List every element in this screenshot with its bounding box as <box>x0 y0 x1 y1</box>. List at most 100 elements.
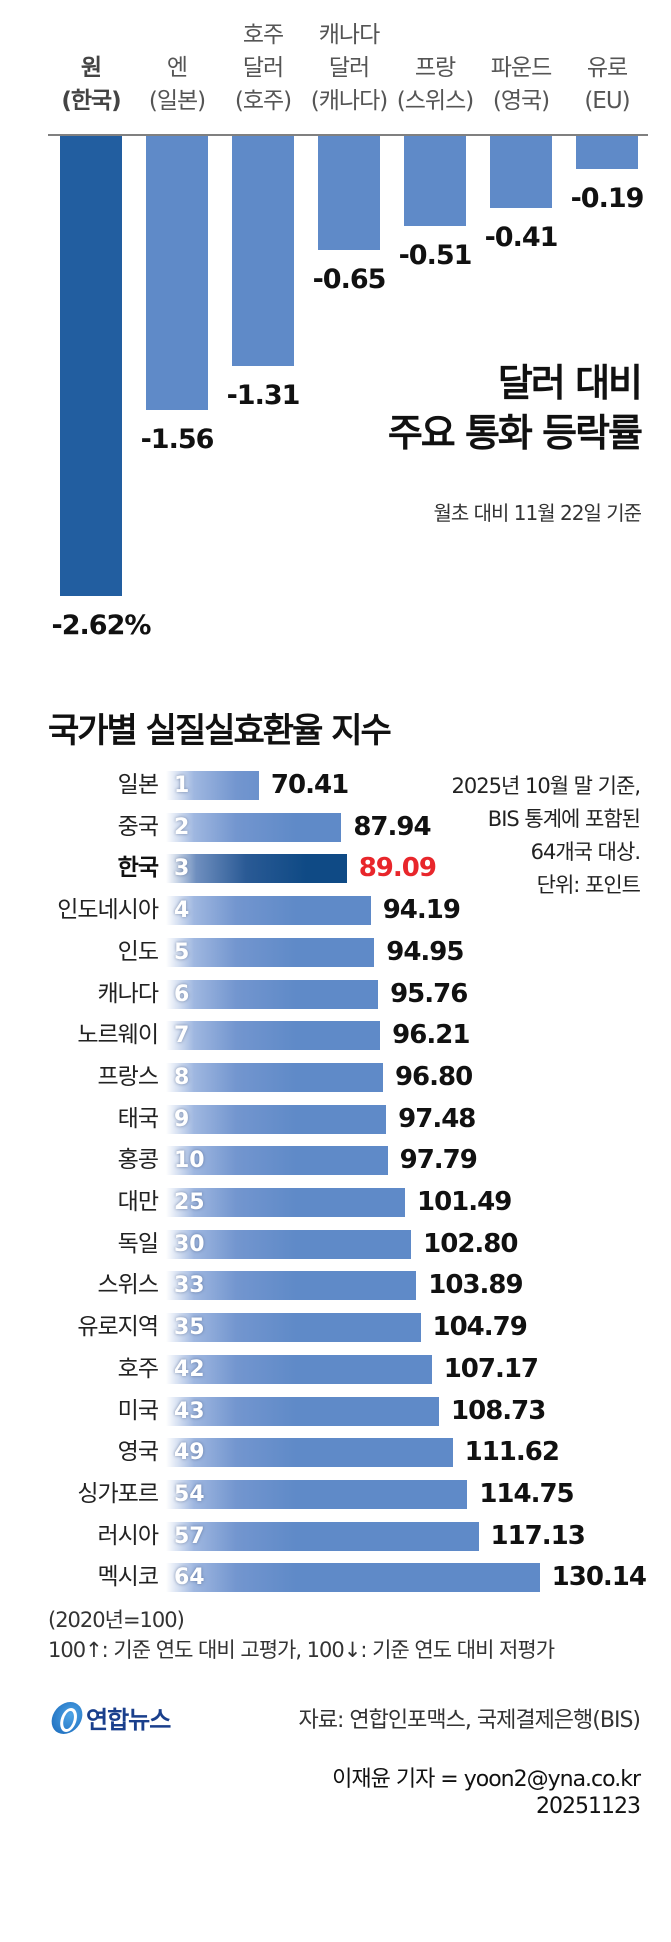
reer-value: 95.76 <box>390 978 468 1009</box>
yonhap-logo: 연합뉴스 <box>48 1700 171 1735</box>
country-name: 대만 <box>117 1189 159 1215</box>
rank-number: 2 <box>174 814 190 840</box>
country-name: 홍콩 <box>117 1147 159 1174</box>
publish-date: 20251123 <box>536 1794 641 1819</box>
reer-row: 인도네시아 4 94.19 <box>0 895 671 926</box>
currency-label: 원 (한국) <box>46 14 136 118</box>
note-line: 2025년 10월 말 기준, <box>451 774 641 798</box>
note-line: BIS 통계에 포함된 <box>487 807 641 831</box>
reer-value: 96.80 <box>394 1061 473 1092</box>
reer-row: 한국 3 89.09 <box>0 853 671 884</box>
rank-number: 10 <box>174 1148 205 1174</box>
reer-value: 97.48 <box>398 1103 476 1134</box>
reer-row: 중국 2 87.94 <box>0 812 671 842</box>
reer-row: 러시아 57 117.13 <box>0 1521 671 1551</box>
country-name: 싱가포르 <box>77 1480 159 1507</box>
reer-bar <box>166 896 371 926</box>
reer-bar <box>166 1229 412 1259</box>
currency-label-line: (한국) <box>61 88 121 114</box>
country-name: 호주 <box>117 1355 159 1382</box>
reer-value: 104.79 <box>432 1312 528 1343</box>
country-name: 인도 <box>117 938 159 965</box>
reer-row: 멕시코 64 130.14 <box>0 1562 671 1593</box>
reer-bar <box>166 1396 440 1426</box>
currency-label-line: (스위스) <box>396 88 474 114</box>
rank-number: 64 <box>174 1565 205 1591</box>
country-name: 스위스 <box>97 1272 159 1299</box>
currency-label-line: 달러 <box>328 55 370 81</box>
country-name: 중국 <box>117 813 159 840</box>
reer-row: 프랑스 8 96.80 <box>0 1062 671 1092</box>
reer-bar <box>166 1062 383 1092</box>
reer-bar <box>166 979 379 1009</box>
reer-row: 홍콩 10 97.79 <box>0 1145 671 1176</box>
country-name: 인도네시아 <box>57 897 159 924</box>
reer-value: 70.41 <box>270 770 349 800</box>
reer-bar <box>166 1438 453 1468</box>
reer-row: 스위스 33 103.89 <box>0 1270 671 1301</box>
currency-bar <box>146 136 208 410</box>
reer-row: 대만 25 101.49 <box>0 1187 671 1217</box>
chart-title: 국가별 실질실효환율 지수 <box>48 711 392 751</box>
reer-value: 94.19 <box>382 895 461 926</box>
currency-label: 프랑 (스위스) <box>390 14 480 118</box>
rank-number: 7 <box>174 1023 190 1049</box>
country-name: 노르웨이 <box>77 1022 159 1049</box>
reer-row: 호주 42 107.17 <box>0 1354 671 1384</box>
reer-bar <box>166 1313 421 1343</box>
currency-label: 캐나다 달러 (캐나다) <box>304 14 394 118</box>
currency-value-label: -1.56 <box>140 423 215 455</box>
reer-bar <box>166 1188 405 1217</box>
chart-title-line2: 주요 통화 등락률 <box>387 411 643 455</box>
currency-label-line: 프랑 <box>414 55 456 81</box>
country-name: 프랑스 <box>97 1063 159 1090</box>
rank-number: 33 <box>174 1273 205 1299</box>
currency-bar <box>576 136 638 170</box>
country-name: 한국 <box>117 855 159 882</box>
reer-value: 107.17 <box>443 1353 539 1384</box>
currency-value-label: -1.31 <box>226 379 301 411</box>
reer-row: 싱가포르 54 114.75 <box>0 1479 671 1509</box>
currency-label-line: 유로 <box>586 55 628 81</box>
reer-row: 캐나다 6 95.76 <box>0 979 671 1009</box>
rank-number: 30 <box>174 1231 205 1257</box>
country-name: 유로지역 <box>77 1314 159 1341</box>
footnote-baseline: (2020년=100) <box>48 1608 185 1632</box>
currency-value-label: -0.65 <box>312 264 387 296</box>
logo-text: 연합뉴스 <box>86 1706 171 1734</box>
currency-value-label: -0.51 <box>398 239 473 271</box>
reer-value: 108.73 <box>451 1395 546 1426</box>
chart-footnote: (2020년=100) 100↑: 기준 연도 대비 고평가, 100↓: 기준… <box>48 1605 555 1665</box>
currency-label: 엔 (일본) <box>132 14 222 118</box>
rank-number: 49 <box>174 1440 205 1466</box>
country-name: 러시아 <box>97 1522 159 1549</box>
currency-label-line: 호주 <box>242 22 284 48</box>
country-name: 미국 <box>117 1397 159 1424</box>
country-name: 캐나다 <box>97 980 159 1007</box>
reer-bar <box>166 1521 479 1551</box>
reer-bar <box>166 937 375 967</box>
currency-label-line: (일본) <box>148 88 206 114</box>
currency-label-line: (호주) <box>234 88 292 114</box>
reer-row: 일본 1 70.41 <box>0 770 671 800</box>
reer-bar <box>166 1146 388 1176</box>
reer-bar <box>166 1479 468 1509</box>
reer-value: 111.62 <box>464 1437 560 1468</box>
reer-row: 인도 5 94.95 <box>0 937 671 967</box>
currency-label-line: 파운드 <box>490 55 552 81</box>
reer-value: 114.75 <box>479 1478 574 1509</box>
byline: 이재윤 기자 = yoon2@yna.co.kr 20251123 <box>332 1766 641 1820</box>
note-line: 64개국 대상. <box>530 840 641 864</box>
reer-bar <box>166 1104 387 1134</box>
reer-value: 94.95 <box>386 936 464 967</box>
reer-bar <box>166 1563 540 1593</box>
chart-title: 달러 대비 주요 통화 등락률 <box>387 358 643 458</box>
chart-subtitle: 월초 대비 11월 22일 기준 <box>433 501 642 525</box>
currency-bar <box>232 136 294 366</box>
currency-label-line: (EU) <box>584 88 630 114</box>
reer-value: 87.94 <box>353 811 431 842</box>
currency-bar <box>490 136 552 208</box>
reer-value: 101.49 <box>417 1187 512 1217</box>
reporter-email: 이재윤 기자 = yoon2@yna.co.kr <box>332 1767 641 1792</box>
reer-row: 미국 43 108.73 <box>0 1396 671 1426</box>
